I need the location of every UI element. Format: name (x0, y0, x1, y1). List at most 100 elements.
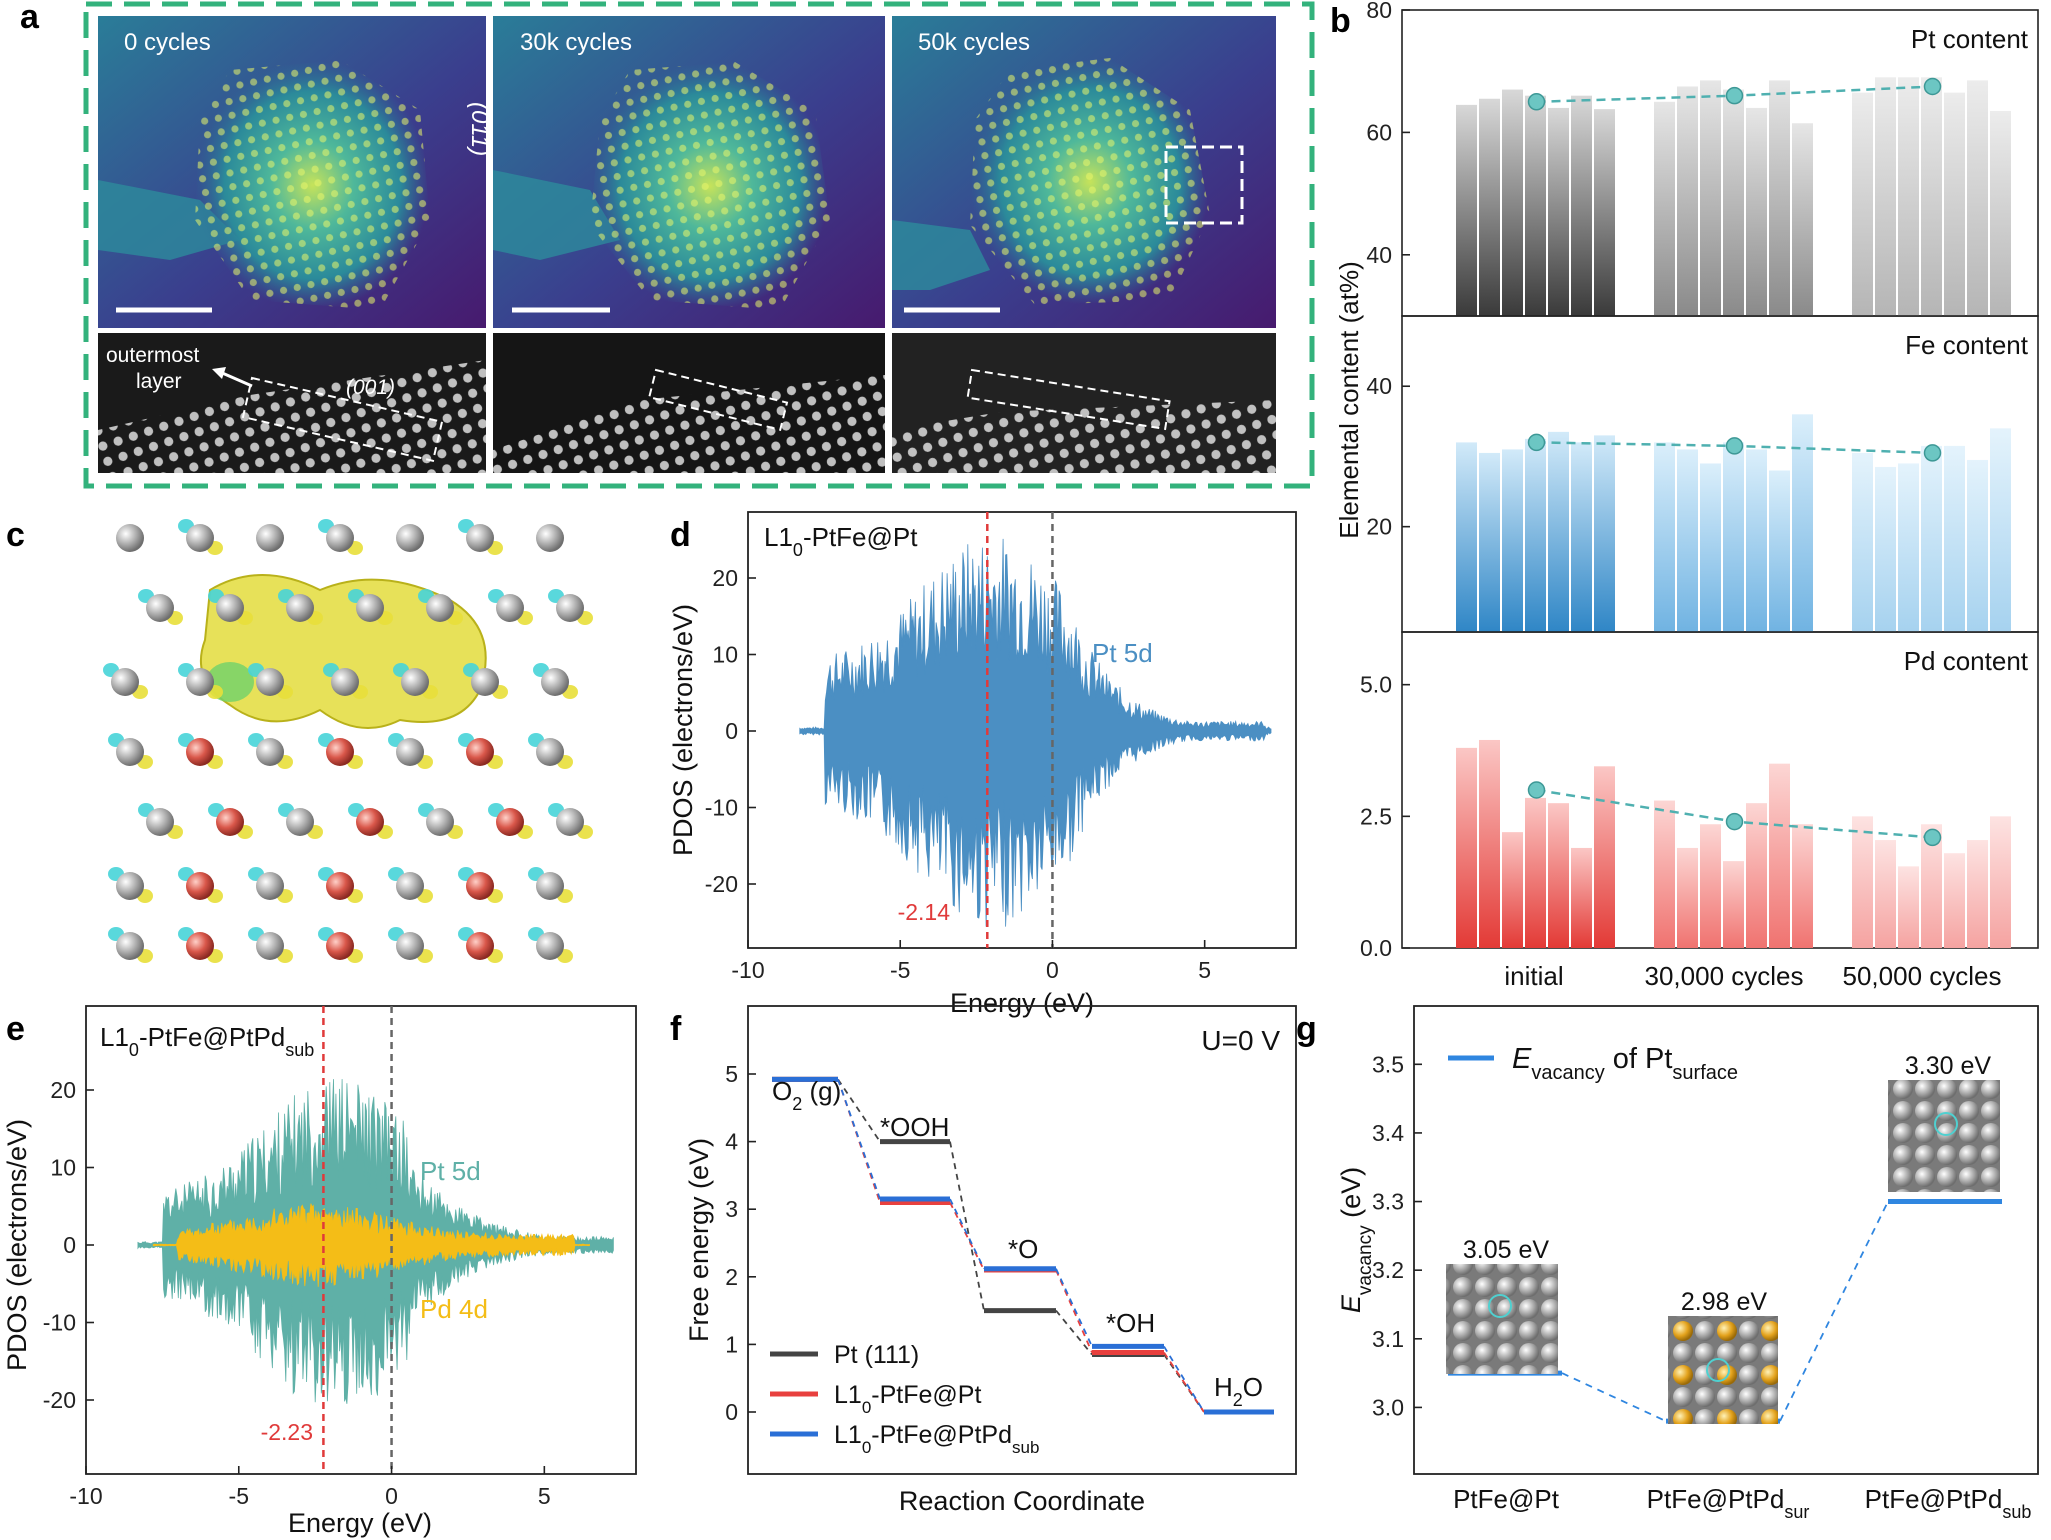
x-category-label: 50,000 cycles (1843, 961, 2002, 991)
dband-center-label: -2.23 (261, 1419, 313, 1445)
series-label-pt5d: Pt 5d (1092, 638, 1153, 668)
legend-label: L10-PtFe@PtPdsub (834, 1421, 1039, 1457)
species-label-ooh: *OOH (880, 1112, 949, 1142)
mean-point (1527, 93, 1546, 111)
connector (1779, 1201, 1889, 1422)
pt-atom (541, 668, 569, 696)
panel-label-b: b (1330, 2, 1351, 40)
outermost-arrow (219, 370, 253, 388)
bar (1700, 463, 1721, 632)
y-tick-label: -20 (705, 871, 738, 897)
y-tick-label: 0 (63, 1232, 76, 1258)
pt-atom (356, 594, 384, 622)
stem-label-30k: 30k cycles (520, 29, 632, 56)
fe-atom (466, 872, 494, 900)
subpanel-title: Fe content (1905, 330, 2029, 360)
y-tick-label: 3.5 (1372, 1051, 1404, 1077)
stem-image-30k-cycles: 30k cycles (493, 16, 885, 328)
pt-atom (146, 808, 174, 836)
pt-atom (426, 808, 454, 836)
x-axis-label: Energy (eV) (288, 1508, 432, 1538)
bar (1921, 824, 1942, 948)
species-label-h2o: H2O (1214, 1372, 1263, 1410)
y-tick-label: 10 (712, 642, 738, 668)
slab-image-ptfe-pt (1446, 1264, 1558, 1374)
bar (1792, 414, 1813, 632)
bar (1990, 816, 2011, 948)
bar (1502, 89, 1523, 316)
pt-atom (116, 932, 144, 960)
bar (1548, 107, 1569, 316)
y-tick-label: 20 (712, 565, 738, 591)
mean-point (1725, 86, 1744, 105)
x-tick-label: 5 (538, 1483, 551, 1509)
panel-label-c: c (6, 516, 25, 554)
mean-point (1527, 781, 1546, 799)
slab-image-ptfe-ptpd-sur (1668, 1316, 1778, 1424)
y-tick-label: 3.4 (1372, 1120, 1404, 1146)
y-tick-label: 3.2 (1372, 1257, 1404, 1283)
y-tick-label: 1 (725, 1331, 738, 1357)
pt-atom (116, 524, 144, 552)
bar (1746, 107, 1767, 316)
bar (1898, 463, 1919, 632)
y-tick-label: 20 (1366, 514, 1392, 540)
bar (1571, 847, 1592, 948)
panel-f-chart: 5 4 3 2 1 0 O2 (g) *OOH *O *OH H2O U=0 V Pt (111) L10… (684, 1005, 1297, 1516)
fe-atom (216, 808, 244, 836)
bar (1677, 847, 1698, 948)
stem-image-50k-cycles: 50k cycles (892, 16, 1276, 328)
value-label: 3.05 eV (1463, 1236, 1550, 1264)
dband-center-label: -2.14 (898, 899, 951, 925)
bar (1594, 766, 1615, 948)
vacancy-marker (1706, 1358, 1730, 1382)
bar (1990, 428, 2011, 632)
bar (1525, 797, 1546, 948)
x-category-label: 30,000 cycles (1645, 961, 1804, 991)
y-tick-label: 3.1 (1372, 1326, 1404, 1352)
y-tick-label: 60 (1366, 119, 1392, 145)
y-tick-label: 2.5 (1360, 803, 1392, 829)
panel-label-g: g (1296, 1010, 1317, 1048)
pt-atom (536, 932, 564, 960)
y-tick-label: 5.0 (1360, 672, 1392, 698)
pt-atom (496, 594, 524, 622)
connector-2 (1055, 1268, 1093, 1347)
y-tick-label: 40 (1366, 242, 1392, 268)
y-tick-label: 3.3 (1372, 1189, 1404, 1215)
y-tick-label: -10 (43, 1310, 76, 1336)
pt-atom (116, 738, 144, 766)
x-axis-label: Reaction Coordinate (899, 1486, 1145, 1516)
bar (1456, 747, 1477, 948)
bar (1654, 101, 1675, 316)
fe-atom (186, 738, 214, 766)
bar (1456, 442, 1477, 632)
pt-atom (256, 738, 284, 766)
x-category-label: initial (1504, 961, 1563, 991)
y-tick-label: 4 (725, 1129, 738, 1155)
y-tick-label: 20 (50, 1077, 76, 1103)
bar (1875, 840, 1896, 948)
pt-atom (401, 668, 429, 696)
y-tick-label: -10 (705, 795, 738, 821)
stem-image-0-cycles: 0 cycles (011) (98, 16, 493, 328)
bar (1654, 442, 1675, 632)
bar (1677, 449, 1698, 632)
connector-1 (837, 1079, 881, 1203)
bar (1792, 123, 1813, 316)
y-tick-label: 5 (725, 1061, 738, 1087)
x-category-label: PtFe@PtPdsub (1865, 1484, 2032, 1522)
fe-atom (186, 872, 214, 900)
fe-atom (496, 808, 524, 836)
pdos-pd4d-area (152, 1203, 590, 1287)
fe-atom (186, 932, 214, 960)
bar (1502, 449, 1523, 632)
condition-label: U=0 V (1201, 1025, 1280, 1056)
outermost-label-line1: outermost (106, 344, 200, 367)
pt-atom (396, 524, 424, 552)
panel-d-chart: -10 -5 0 5 20 10 0 -10 -20 L10-PtFe@Pt Pt 5d -2.14 E… (668, 511, 1297, 1018)
panel-e-chart: -10 -5 0 5 20 10 0 -10 -20 L10-PtFe@PtPdsub Pt 5d P… (2, 1005, 637, 1538)
y-tick-label: 40 (1366, 373, 1392, 399)
pt-atom (396, 738, 424, 766)
